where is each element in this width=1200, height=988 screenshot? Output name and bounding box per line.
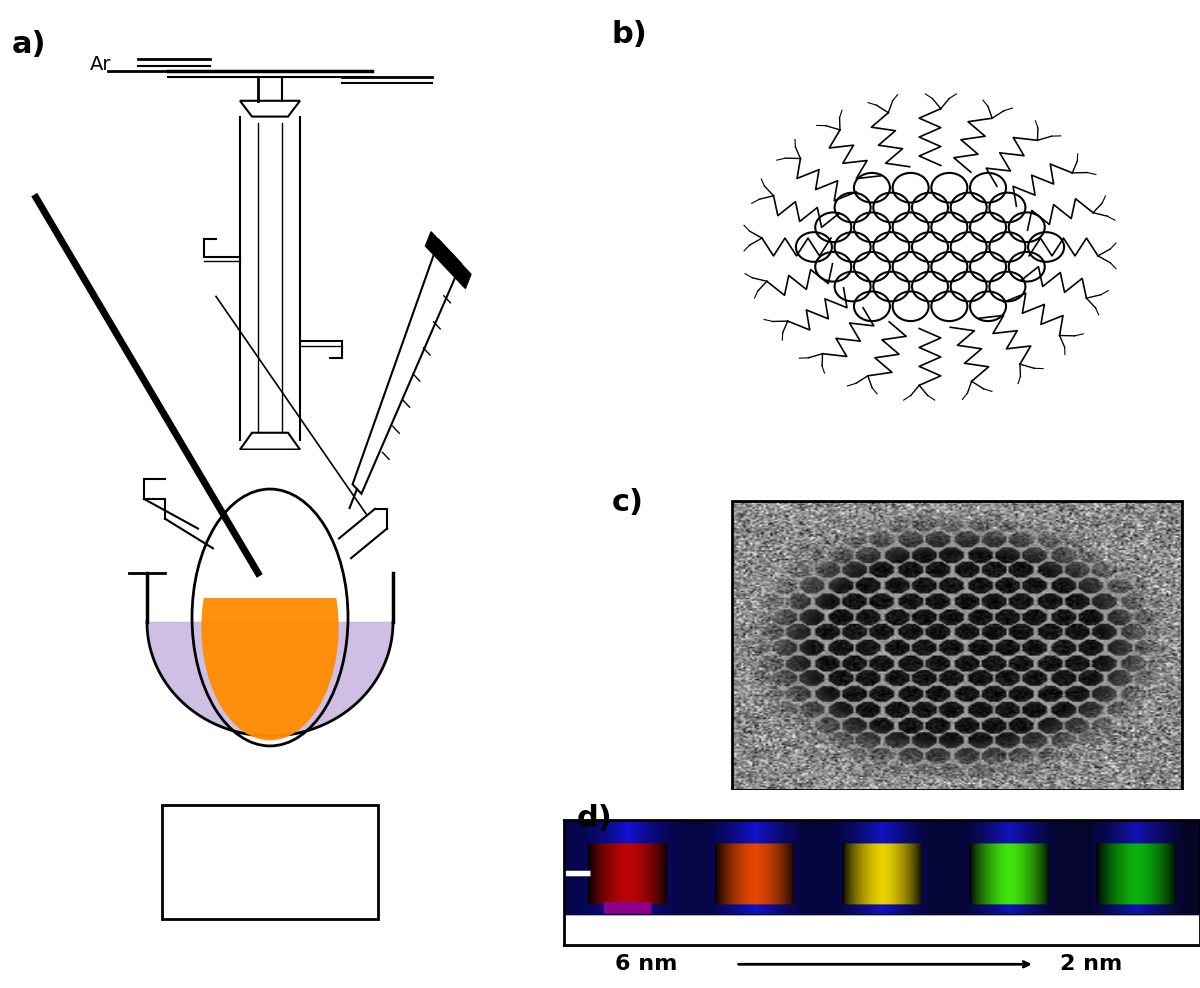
Polygon shape: [148, 622, 394, 736]
Circle shape: [202, 515, 338, 740]
Text: b): b): [612, 20, 648, 48]
Polygon shape: [353, 240, 461, 494]
Text: Ar: Ar: [90, 54, 112, 74]
FancyBboxPatch shape: [192, 450, 348, 598]
FancyBboxPatch shape: [162, 805, 378, 919]
Text: d): d): [577, 804, 612, 833]
Text: 2 nm: 2 nm: [1060, 954, 1122, 974]
Text: 6 nm: 6 nm: [614, 954, 677, 974]
Polygon shape: [426, 232, 470, 288]
Text: a): a): [12, 30, 47, 58]
Text: c): c): [612, 488, 644, 517]
